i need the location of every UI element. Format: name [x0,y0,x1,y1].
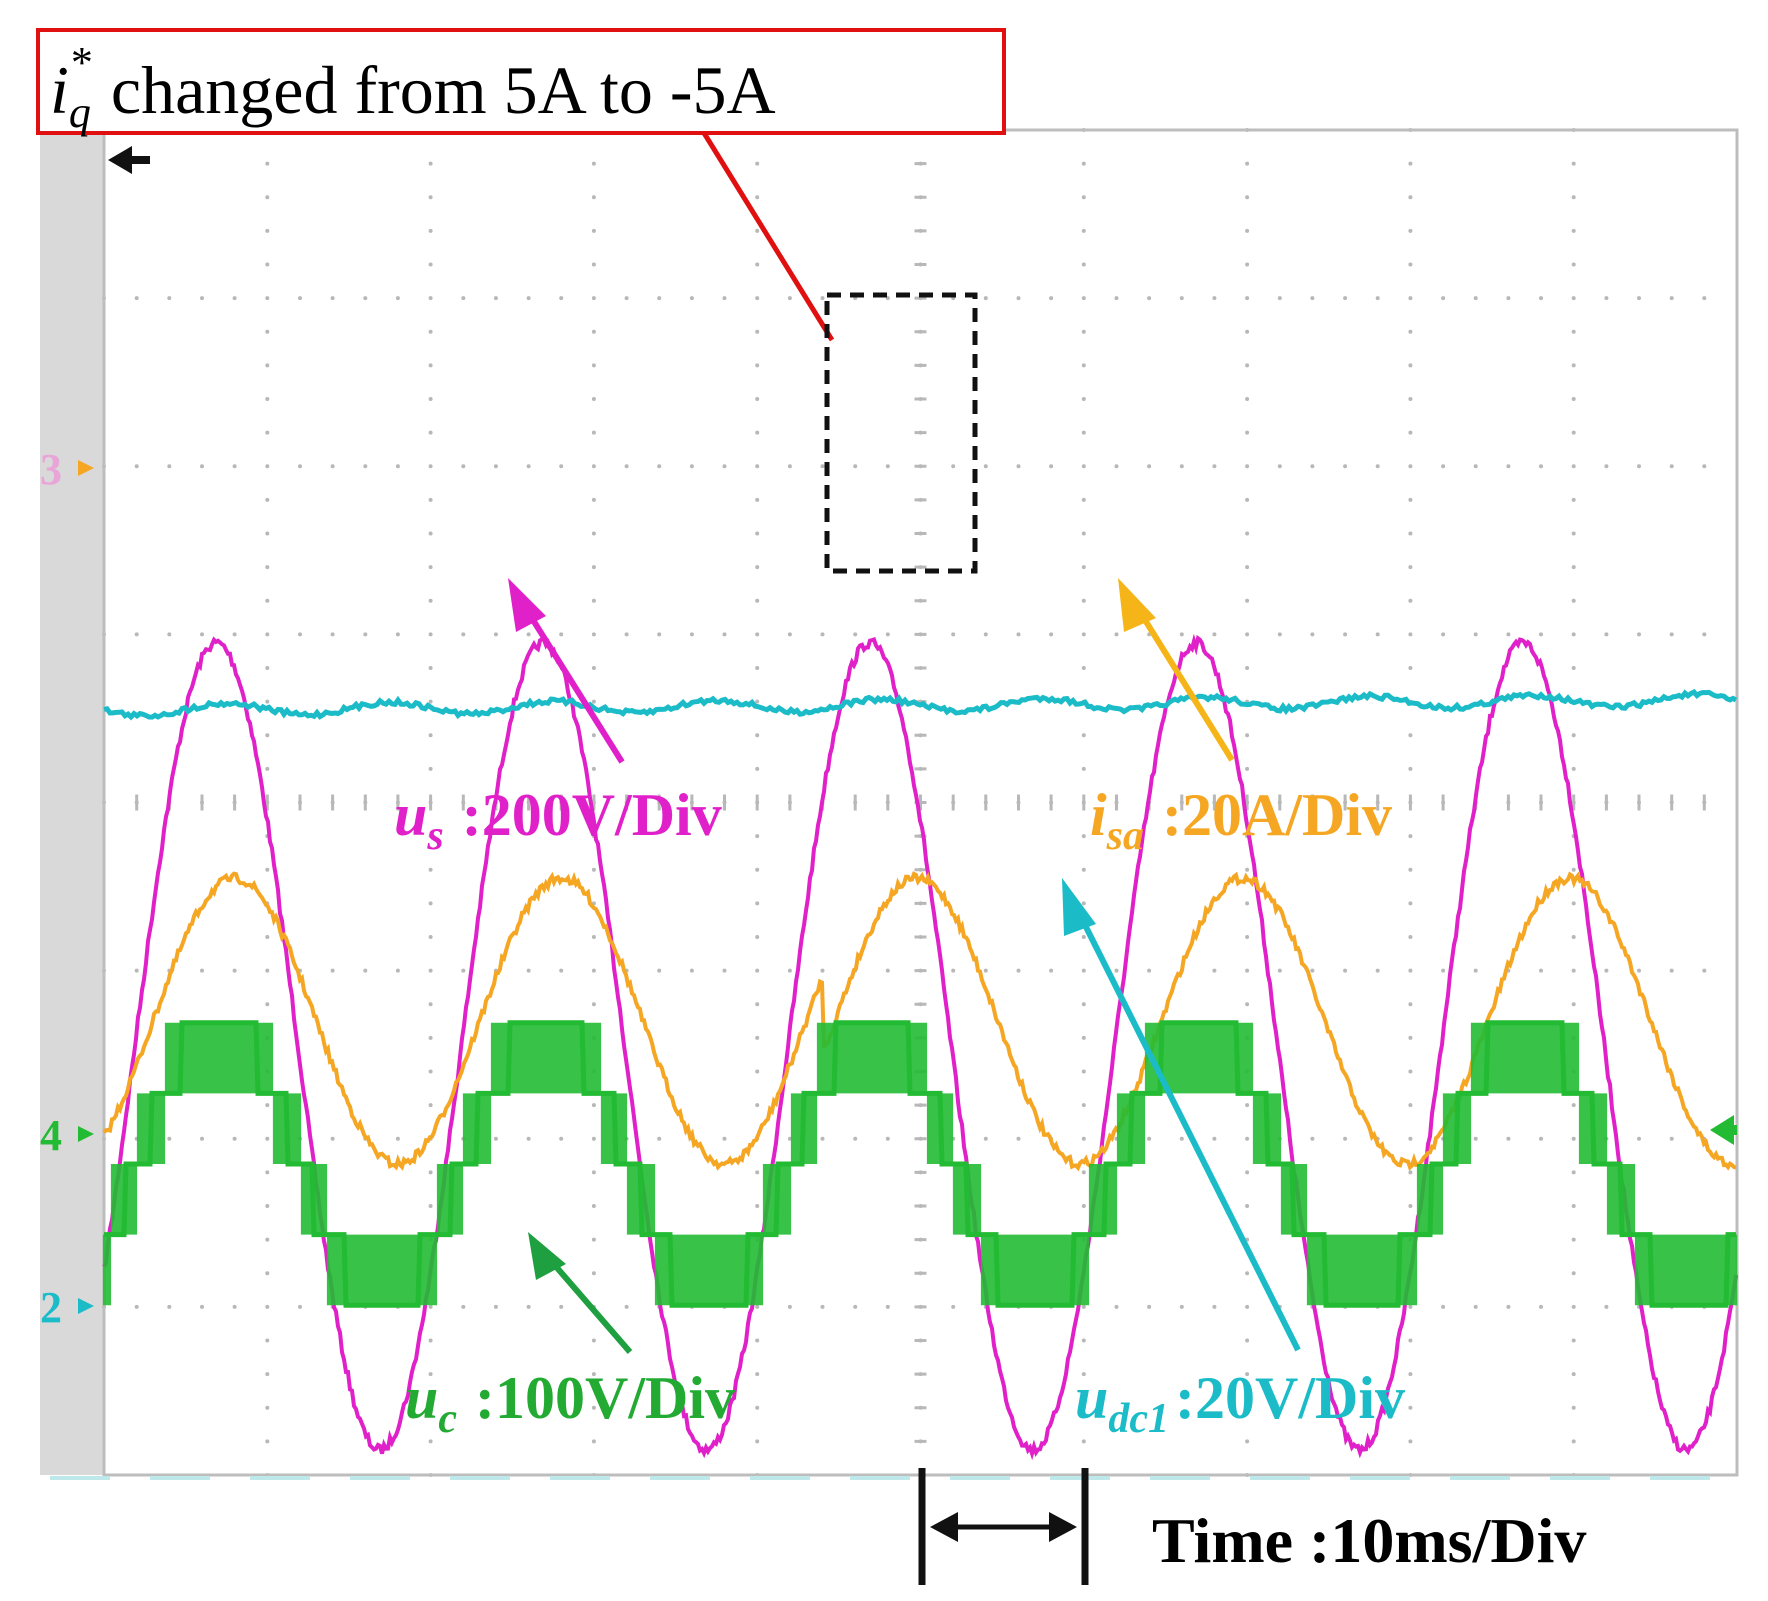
svg-text:udc1:20V/Div: udc1:20V/Div [1075,1365,1405,1442]
uc-label: uc:100V/Div [405,1365,735,1442]
trigger-level-arrow-icon [1710,1115,1737,1145]
us-label: us:200V/Div [394,782,722,859]
annotation-pointer [701,131,835,342]
udc1-pointer-arrow [1062,878,1301,1352]
annotation-box [36,28,1006,135]
svg-text:uc:100V/Div: uc:100V/Div [405,1365,735,1442]
isa-pointer-arrow [1118,578,1235,762]
us-trace [102,633,1738,1461]
channel-marker-4: 4 [40,1111,94,1160]
annotation-text: iq* changed from 5A to -5A [50,38,776,137]
channel-marker-2: 2 [40,1283,94,1332]
uc-trace [104,1020,1736,1308]
transition-highlight-box [824,292,978,574]
uc-switching-band [102,1022,1738,1306]
channel-marker-3: 3 [40,445,94,494]
svg-text:isa:20A/Div: isa:20A/Div [1090,782,1392,859]
us-pointer-arrow [508,578,625,764]
time-scale-label: Time :10ms/Div [1152,1505,1586,1576]
svg-text:us:200V/Div: us:200V/Div [394,782,722,859]
trigger-arrow-icon [108,146,150,174]
channel-marker-4-label: 4 [40,1111,62,1160]
time-scale-indicator [918,1468,1089,1585]
traces [102,633,1738,1461]
isa-trace [102,871,1737,1172]
uc-pointer-arrow [528,1232,633,1354]
isa-label: isa:20A/Div [1090,782,1392,859]
udc1-label: udc1:20V/Div [1075,1365,1405,1442]
scope-left-margin [40,130,104,1475]
channel-marker-3-label: 3 [40,445,62,494]
channel-marker-2-label: 2 [40,1283,62,1332]
udc1-trace [103,688,1738,721]
